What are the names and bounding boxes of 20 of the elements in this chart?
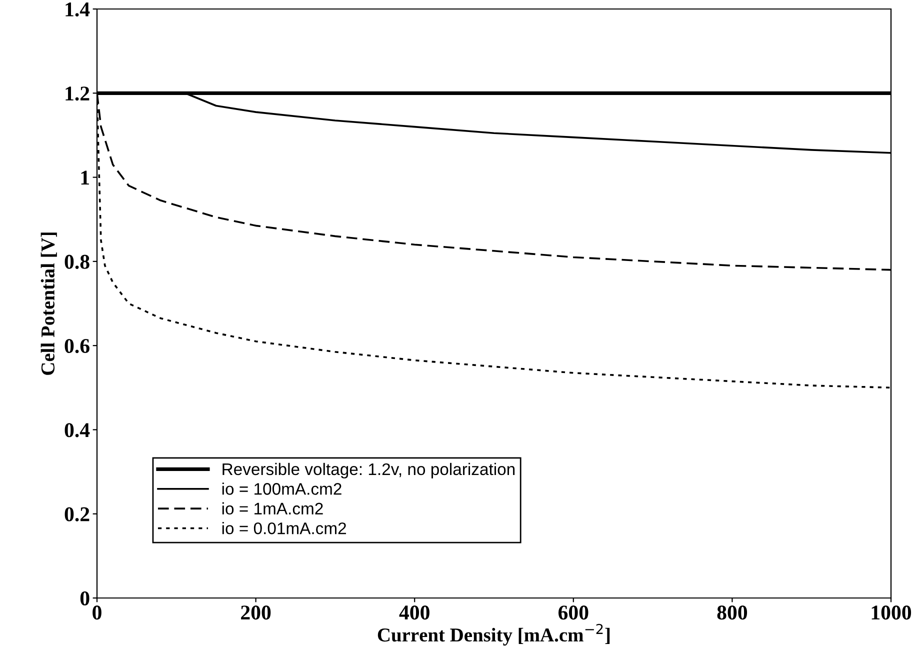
y-tick-label: 1 xyxy=(81,170,89,185)
legend-label: io = 1mA.cm2 xyxy=(222,502,323,515)
legend-label: io = 100mA.cm2 xyxy=(222,482,342,495)
legend-label: io = 0.01mA.cm2 xyxy=(222,522,346,534)
x-tick-label: 200 xyxy=(241,606,271,620)
y-tick-label: 1.2 xyxy=(66,86,90,101)
y-tick-label: 0 xyxy=(80,591,90,606)
y-axis-title: Cell Potential [V] xyxy=(40,232,57,375)
y-tick-label: 0.6 xyxy=(64,338,90,354)
x-tick-label: 600 xyxy=(558,606,588,620)
legend-label: Reversible voltage: 1.2v, no polarization xyxy=(222,462,515,478)
x-tick-label: 0 xyxy=(92,606,102,620)
y-tick-label: 0.4 xyxy=(64,423,90,438)
x-axis-title: Current Density [mA.cm$^{−2}$] xyxy=(378,624,610,646)
x-tick-label: 400 xyxy=(399,606,430,620)
y-tick-label: 0.8 xyxy=(64,254,90,269)
x-tick-label: 800 xyxy=(717,606,748,620)
y-tick-label: 1.4 xyxy=(66,2,90,17)
x-tick-label: 1000 xyxy=(872,606,912,620)
y-tick-label: 0.2 xyxy=(64,507,90,522)
